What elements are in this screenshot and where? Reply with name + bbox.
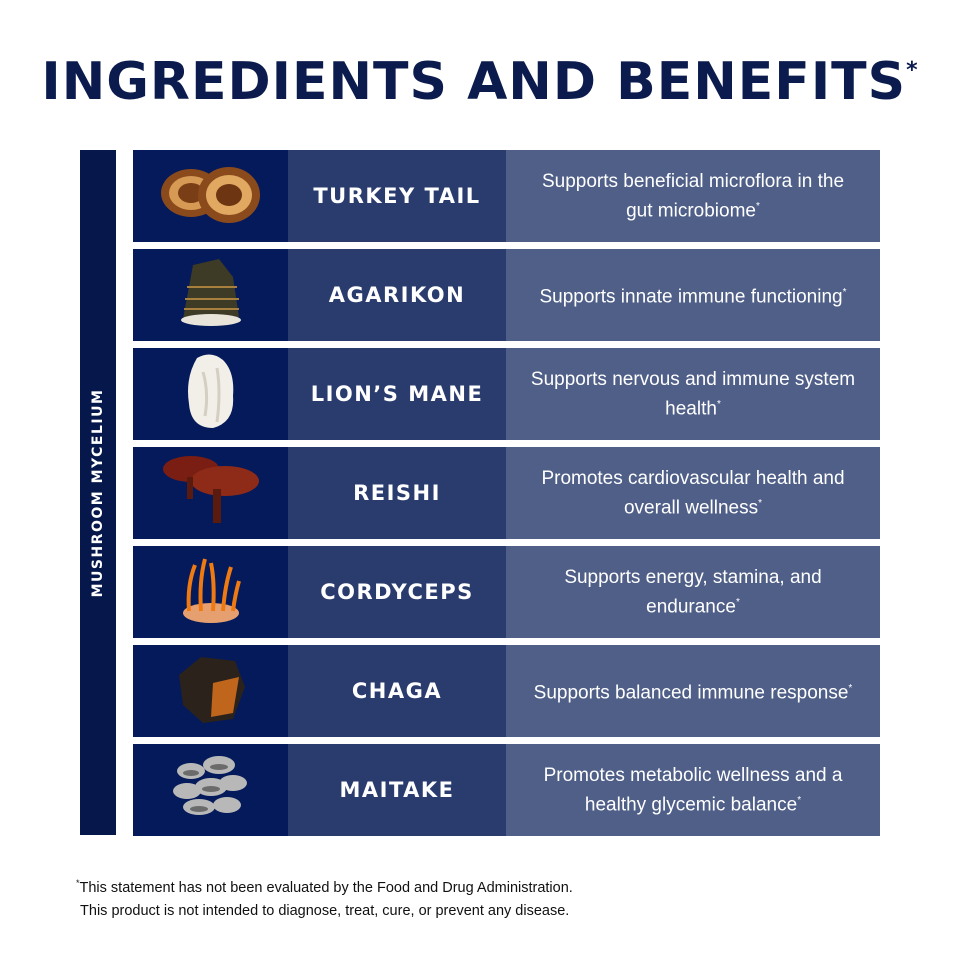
ingredient-row: CORDYCEPS Supports energy, stamina, and e…: [133, 546, 880, 638]
benefit-asterisk: *: [758, 497, 763, 509]
benefit-asterisk: *: [842, 287, 847, 299]
benefit-text: Supports energy, stamina, and endurance: [564, 566, 822, 618]
benefit-text: Supports balanced immune response: [533, 682, 849, 704]
benefit-text: Supports beneficial microflora in the gu…: [541, 170, 845, 222]
sidebar-category: MUSHROOM MYCELIUM: [80, 150, 116, 835]
benefit-text: Promotes cardiovascular health and overa…: [541, 467, 845, 519]
ingredient-name: MAITAKE: [288, 744, 506, 836]
cordyceps-mushroom-icon: [179, 555, 243, 629]
ingredient-benefit: Supports innate immune functioning*: [506, 249, 880, 341]
ingredient-benefit: Supports nervous and immune system healt…: [506, 348, 880, 440]
footnote: *This statement has not been evaluated b…: [76, 872, 573, 923]
ingredient-benefit: Supports energy, stamina, and endurance*: [506, 546, 880, 638]
ingredient-row: TURKEY TAIL Supports beneficial microflor…: [133, 150, 880, 242]
ingredient-image-cell: [133, 249, 288, 341]
ingredient-name: REISHI: [288, 447, 506, 539]
ingredient-image-cell: [133, 150, 288, 242]
lions-mane-mushroom-icon: [183, 352, 239, 436]
ingredient-name: LION’S MANE: [288, 348, 506, 440]
maitake-mushroom-icon: [171, 753, 251, 827]
ingredient-benefit: Promotes cardiovascular health and overa…: [506, 447, 880, 539]
ingredient-row: LION’S MANE Supports nervous and immune s…: [133, 348, 880, 440]
title-text: INGREDIENTS AND BENEFITS: [41, 52, 907, 112]
ingredient-name: CHAGA: [288, 645, 506, 737]
ingredient-name: AGARIKON: [288, 249, 506, 341]
benefit-asterisk: *: [755, 200, 760, 212]
ingredient-benefit: Supports beneficial microflora in the gu…: [506, 150, 880, 242]
chaga-mushroom-icon: [173, 653, 249, 729]
agarikon-mushroom-icon: [179, 257, 243, 333]
ingredient-image-cell: [133, 348, 288, 440]
ingredient-image-cell: [133, 744, 288, 836]
sidebar-label: MUSHROOM MYCELIUM: [90, 388, 106, 597]
ingredient-image-cell: [133, 645, 288, 737]
ingredient-name: CORDYCEPS: [288, 546, 506, 638]
title-asterisk: *: [906, 58, 919, 83]
ingredient-row: MAITAKE Promotes metabolic wellness and a…: [133, 744, 880, 836]
ingredient-name: TURKEY TAIL: [288, 150, 506, 242]
ingredient-benefit: Supports balanced immune response*: [506, 645, 880, 737]
benefit-asterisk: *: [848, 683, 853, 695]
ingredient-benefit: Promotes metabolic wellness and a health…: [506, 744, 880, 836]
benefit-asterisk: *: [735, 596, 740, 608]
benefit-text: Supports nervous and immune system healt…: [530, 368, 856, 420]
ingredient-row: AGARIKON Supports innate immune functioni…: [133, 249, 880, 341]
page-title: INGREDIENTS AND BENEFITS*: [0, 52, 960, 112]
benefit-text: Supports innate immune functioning: [539, 286, 843, 308]
ingredient-row: REISHI Promotes cardiovascular health and…: [133, 447, 880, 539]
footnote-line-1: This statement has not been evaluated by…: [79, 879, 573, 896]
turkey-tail-mushroom-icon: [159, 159, 263, 233]
ingredient-image-cell: [133, 546, 288, 638]
reishi-mushroom-icon: [161, 451, 261, 535]
footnote-asterisk: *: [76, 878, 80, 888]
benefit-text: Promotes metabolic wellness and a health…: [543, 764, 843, 816]
benefit-asterisk: *: [797, 794, 802, 806]
benefit-asterisk: *: [716, 398, 721, 410]
ingredient-image-cell: [133, 447, 288, 539]
ingredient-row: CHAGA Supports balanced immune response*: [133, 645, 880, 737]
footnote-line-2: This product is not intended to diagnose…: [80, 902, 570, 919]
